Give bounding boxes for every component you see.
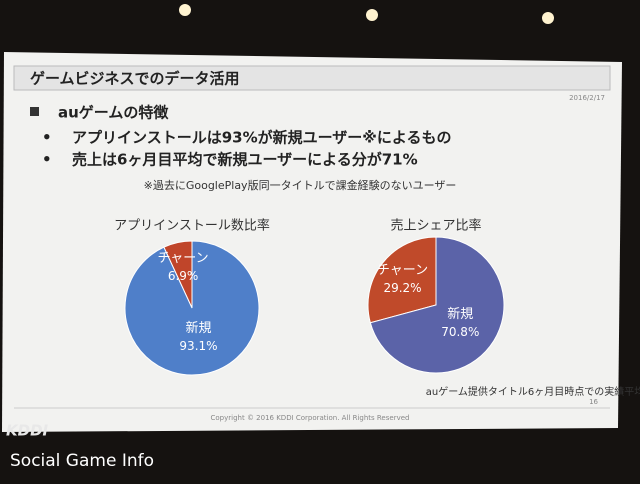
bullet-dot: • xyxy=(42,151,52,169)
copyright: Copyright © 2016 KDDI Corporation. All R… xyxy=(211,414,410,422)
bullet: アプリインストールは93%が新規ユーザー※によるもの xyxy=(72,129,451,147)
slice-label: 新規 xyxy=(447,306,473,322)
pie-slice xyxy=(367,236,437,324)
section-marker xyxy=(30,107,39,116)
slice-value: 6.9% xyxy=(168,269,199,283)
footnote: auゲーム提供タイトル6ヶ月目時点での実績平均 xyxy=(426,385,640,398)
slice-label: チャーン xyxy=(377,263,428,278)
slice-label: チャーン xyxy=(157,251,208,266)
ceiling-light xyxy=(542,12,554,24)
section-title: auゲームの特徴 xyxy=(58,104,169,122)
bullet-dot: • xyxy=(42,129,52,147)
page-number: 16 xyxy=(589,398,598,406)
slide-date: 2016/2/17 xyxy=(569,94,605,102)
slice-value: 29.2% xyxy=(383,281,421,295)
slide-header: ゲームビジネスでのデータ活用 xyxy=(30,70,240,88)
pie-slice xyxy=(124,240,260,376)
watermark: Social Game Info xyxy=(10,451,154,471)
bullet: 売上は6ヶ月目平均で新規ユーザーによる分が71% xyxy=(72,151,418,169)
ceiling-light xyxy=(179,4,191,16)
chart-title: アプリインストール数比率 xyxy=(114,218,270,234)
note: ※過去にGooglePlay版同一タイトルで課金経験のないユーザー xyxy=(144,178,457,192)
header-bar xyxy=(13,65,611,91)
slice-label: 新規 xyxy=(185,320,211,336)
pie-slice xyxy=(369,236,505,374)
logo: KDDI xyxy=(6,422,49,440)
chart-title: 売上シェア比率 xyxy=(390,218,481,234)
ceiling-light xyxy=(366,9,378,21)
slice-value: 70.8% xyxy=(441,325,479,339)
slice-value: 93.1% xyxy=(179,339,217,353)
